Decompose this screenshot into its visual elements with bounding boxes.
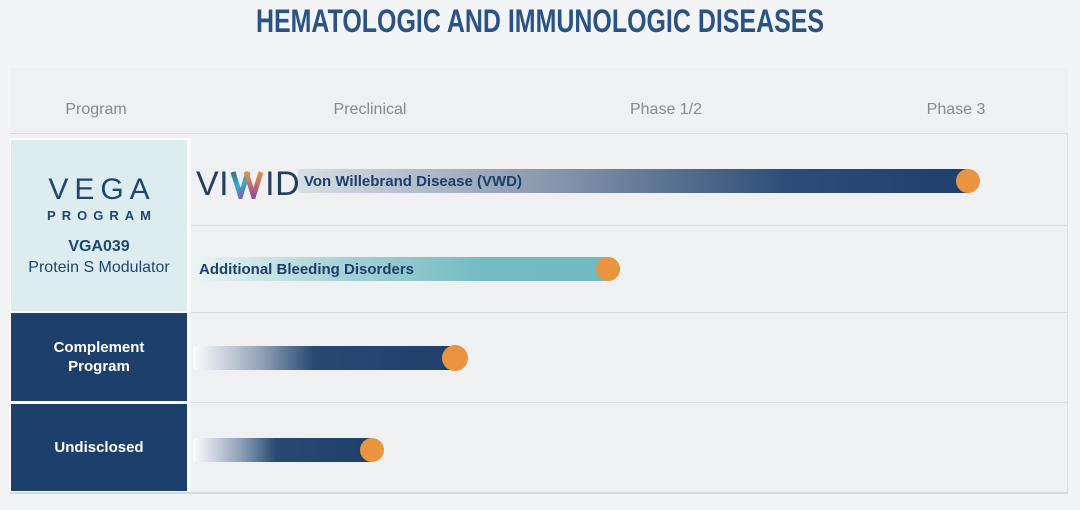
progress-dot-additional-bleeding — [596, 257, 620, 281]
row-divider — [191, 402, 1068, 403]
column-header-phase3: Phase 3 — [926, 101, 986, 118]
indication-label-additional-bleeding: Additional Bleeding Disorders — [199, 260, 415, 278]
row-divider — [191, 312, 1068, 313]
indication-label-vwd: Von Willebrand Disease (VWD) — [304, 172, 522, 190]
column-header-preclinical: Preclinical — [333, 101, 407, 118]
program-cell-complement: Complement Program — [11, 313, 187, 401]
undisclosed-label: Undisclosed — [54, 439, 144, 456]
vega-program-logo: VEGA — [48, 172, 156, 206]
progress-dot-vwd — [956, 169, 980, 193]
vega-program-subtitle: PROGRAM — [47, 207, 157, 223]
vivid-logo-vi: VI — [196, 164, 230, 203]
header-divider — [10, 133, 1068, 134]
progress-dot-undisclosed — [360, 438, 384, 462]
vega-mechanism: Protein S Modulator — [28, 258, 170, 276]
pipeline-bar-additional-bleeding: Additional Bleeding Disorders — [193, 257, 620, 281]
page-title: HEMATOLOGIC AND IMMUNOLOGIC DISEASES — [255, 3, 825, 39]
pipeline-bar-vwd: Von Willebrand Disease (VWD) — [298, 169, 978, 193]
vega-asset-code: VGA039 — [68, 237, 130, 255]
program-cell-undisclosed: Undisclosed — [11, 404, 187, 491]
column-header-phase12: Phase 1/2 — [629, 101, 703, 118]
column-header-program: Program — [65, 101, 127, 118]
program-cell-vega: VEGA PROGRAM VGA039 Protein S Modulator — [11, 140, 187, 311]
progress-dot-complement — [442, 345, 468, 371]
pipeline-bar-complement — [193, 346, 467, 370]
vivid-logo-id: ID — [265, 164, 301, 203]
pipeline-board: Program Preclinical Phase 1/2 Phase 3 VE… — [10, 68, 1068, 494]
complement-label-line2: Program — [68, 358, 130, 375]
pipeline-bar-undisclosed — [193, 438, 382, 462]
vivid-w-gradient-icon — [230, 171, 264, 199]
board-right-border — [1067, 133, 1068, 492]
vivid-logo: VI ID — [196, 165, 300, 203]
row-divider — [191, 225, 1068, 226]
complement-label-line1: Complement — [53, 339, 145, 356]
